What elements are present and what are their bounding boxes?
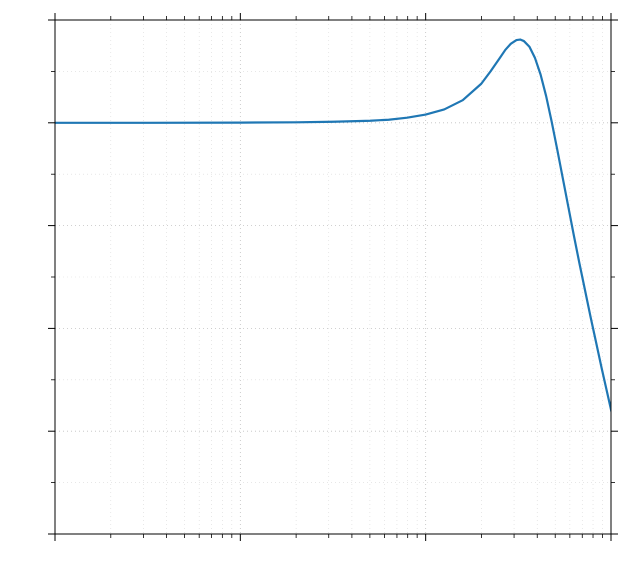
chart-container xyxy=(0,0,640,584)
line-chart xyxy=(0,0,640,584)
